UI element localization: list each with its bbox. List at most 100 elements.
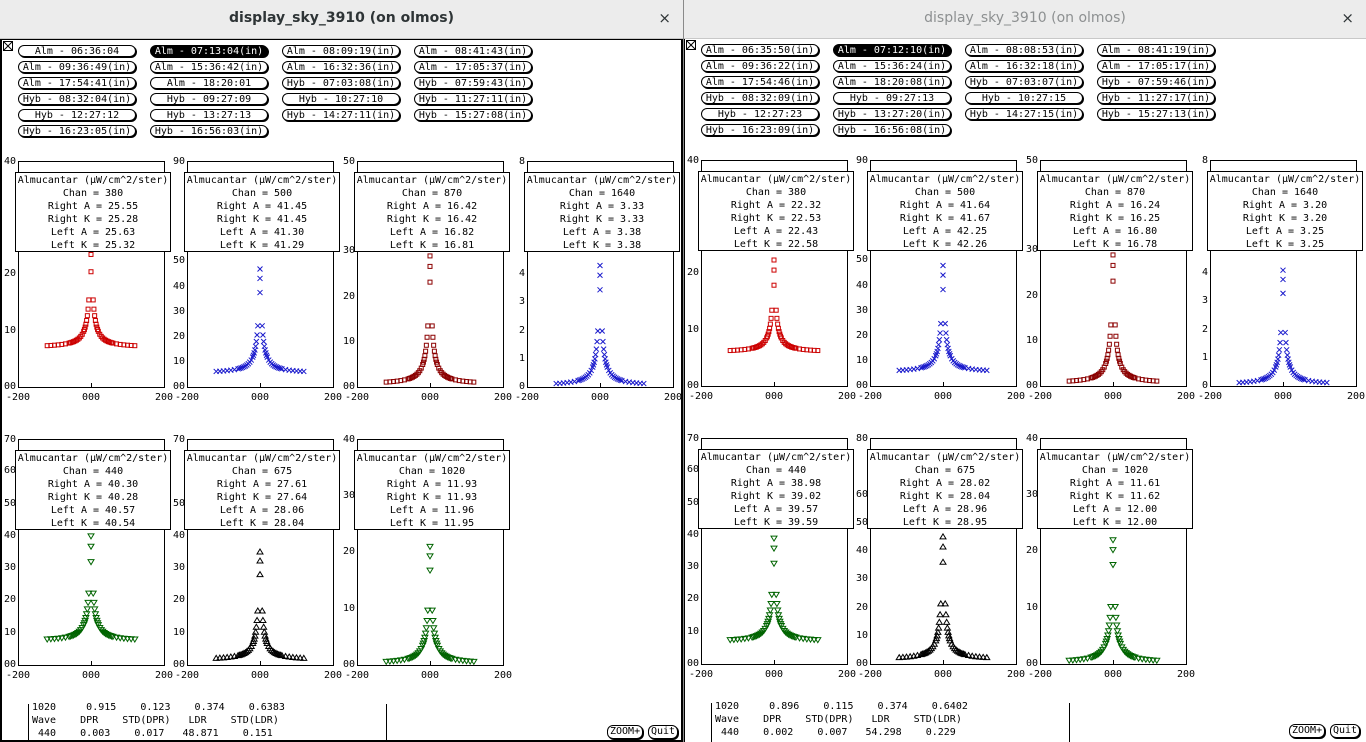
time-button[interactable]: Hyb - 14:27:11(in) [282, 109, 400, 121]
time-button[interactable]: Alm - 15:36:24(in) [833, 60, 951, 72]
data-point [942, 610, 950, 618]
time-button[interactable]: Alm - 18:20:01 [150, 77, 268, 89]
time-button[interactable]: Hyb - 09:27:13 [833, 92, 951, 104]
data-point [895, 653, 904, 661]
stats-box: Almucantar (µW/cm^2/ster) Chan = 870 Right… [1037, 171, 1193, 251]
close-icon[interactable]: × [1341, 9, 1354, 27]
quit-button[interactable]: Quit [1330, 724, 1361, 738]
plot-canvas [18, 161, 165, 388]
time-button[interactable]: Alm - 15:36:42(in) [150, 61, 268, 73]
data-point [85, 306, 91, 312]
data-point [944, 631, 953, 639]
data-point [424, 334, 430, 340]
time-button[interactable]: Hyb - 16:56:08(in) [833, 124, 951, 136]
stats-right-k: Right K = 41.67 [899, 213, 991, 224]
y-tick-label: 50 [172, 255, 185, 267]
time-button[interactable]: Alm - 17:05:17(in) [1097, 60, 1215, 72]
time-button[interactable]: Hyb - 10:27:10 [282, 93, 400, 105]
time-button[interactable]: Alm - 08:09:19(in) [282, 45, 400, 57]
stats-right-a: Right A = 22.32 [730, 200, 822, 211]
x-tick-label: 200 [323, 392, 343, 403]
time-button[interactable]: Hyb - 08:32:09(in) [701, 92, 819, 104]
time-button[interactable]: Hyb - 10:27:15 [965, 92, 1083, 104]
time-button[interactable]: Hyb - 16:23:05(in) [18, 125, 136, 137]
data-point [257, 275, 263, 282]
time-button[interactable]: Alm - 16:32:36(in) [282, 61, 400, 73]
zoom-button[interactable]: ZOOM+ [607, 725, 644, 739]
data-point [576, 377, 583, 383]
time-button[interactable]: Alm - 17:54:41(in) [18, 77, 136, 89]
time-button[interactable]: Hyb - 15:27:13(in) [1097, 108, 1215, 120]
time-button[interactable]: Alm - 06:35:50(in) [701, 44, 819, 56]
time-button[interactable]: Alm - 08:08:53(in) [965, 44, 1083, 56]
data-point [426, 567, 434, 575]
data-point [256, 570, 264, 578]
time-button[interactable]: Hyb - 16:56:03(in) [150, 125, 268, 137]
time-button[interactable]: Alm - 18:20:08(in) [833, 76, 951, 88]
time-button[interactable]: Alm - 07:12:10(in) [833, 44, 951, 56]
time-button[interactable]: Hyb - 09:27:09 [150, 93, 268, 105]
time-button[interactable]: Hyb - 11:27:11(in) [414, 93, 532, 105]
stats-chan: Chan = 675 [914, 465, 976, 476]
y-tick-label: 4 [518, 268, 525, 279]
y-tick-label: 00 [1025, 380, 1038, 391]
time-button[interactable]: Hyb - 12:27:23 [701, 108, 819, 120]
zoom-button[interactable]: ZOOM+ [1289, 724, 1326, 738]
data-point [92, 313, 98, 319]
time-button[interactable]: Hyb - 12:27:12 [18, 109, 136, 121]
data-point [942, 618, 951, 625]
data-point [425, 323, 431, 329]
time-button[interactable]: Hyb - 15:27:08(in) [414, 109, 532, 121]
title-bar[interactable]: display_sky_3910 (on olmos) × [684, 0, 1366, 39]
y-tick-label: 50 [855, 254, 868, 266]
time-button[interactable]: Alm - 16:32:18(in) [965, 60, 1083, 72]
time-button[interactable]: Alm - 09:36:49(in) [18, 61, 136, 73]
time-button[interactable]: Hyb - 07:03:08(in) [282, 77, 400, 89]
time-button[interactable]: Hyb - 16:23:09(in) [701, 124, 819, 136]
time-button[interactable]: Hyb - 13:27:13 [150, 109, 268, 121]
time-button[interactable]: Hyb - 13:27:20(in) [833, 108, 951, 120]
time-button[interactable]: Alm - 08:41:43(in) [414, 45, 532, 57]
close-icon[interactable]: × [658, 9, 671, 27]
quit-button[interactable]: Quit [648, 725, 679, 739]
x-tick-label: -200 [5, 670, 31, 681]
data-point [431, 342, 437, 348]
time-button[interactable]: Alm - 06:36:04 [18, 45, 136, 57]
y-tick-label: 30 [342, 489, 355, 501]
time-button[interactable]: Hyb - 07:03:07(in) [965, 76, 1083, 88]
stats-info-title: Almucantar (µW/cm^2/ster) [17, 453, 169, 464]
close-box-icon[interactable] [686, 40, 696, 50]
data-point [95, 328, 101, 334]
plot-canvas [357, 161, 504, 388]
time-button[interactable]: Hyb - 08:32:04(in) [18, 93, 136, 105]
time-button[interactable]: Hyb - 07:59:46(in) [1097, 76, 1215, 88]
time-button[interactable]: Alm - 09:36:22(in) [701, 60, 819, 72]
time-button[interactable]: Alm - 17:54:46(in) [701, 76, 819, 88]
time-button[interactable]: Alm - 07:13:04(in) [150, 45, 268, 57]
time-button[interactable]: Hyb - 14:27:15(in) [965, 108, 1083, 120]
time-button[interactable]: Alm - 17:05:37(in) [414, 61, 532, 73]
data-point [614, 376, 621, 382]
data-point [1236, 379, 1243, 386]
stats-box: Almucantar (µW/cm^2/ster) Chan = 675 Right… [184, 450, 340, 530]
x-tick-label: 000 [764, 669, 784, 680]
stats-left-k: Left K = 40.54 [50, 518, 136, 529]
x-tick-label: 200 [1346, 391, 1366, 402]
data-point [933, 631, 942, 639]
stats-right-k: Right K = 16.25 [1069, 213, 1161, 224]
stats-left-a: Left A = 22.43 [733, 226, 819, 237]
stats-left-k: Left K = 16.78 [1072, 239, 1158, 250]
data-point [640, 380, 647, 387]
data-point [955, 648, 963, 655]
close-box-icon[interactable] [3, 41, 13, 51]
time-button[interactable]: Alm - 08:41:19(in) [1097, 44, 1215, 56]
time-button[interactable]: Hyb - 07:59:43(in) [414, 77, 532, 89]
title-bar[interactable]: display_sky_3910 (on olmos) × [0, 0, 683, 39]
stats-left-a: Left A = 16.82 [389, 227, 475, 238]
plot-canvas [357, 439, 504, 666]
data-point [956, 362, 962, 369]
x-tick-label: 200 [493, 670, 513, 681]
time-button[interactable]: Hyb - 11:27:17(in) [1097, 92, 1215, 104]
stats-left-a: Left A = 11.96 [389, 505, 475, 516]
stats-left-a: Left A = 42.25 [902, 226, 988, 237]
